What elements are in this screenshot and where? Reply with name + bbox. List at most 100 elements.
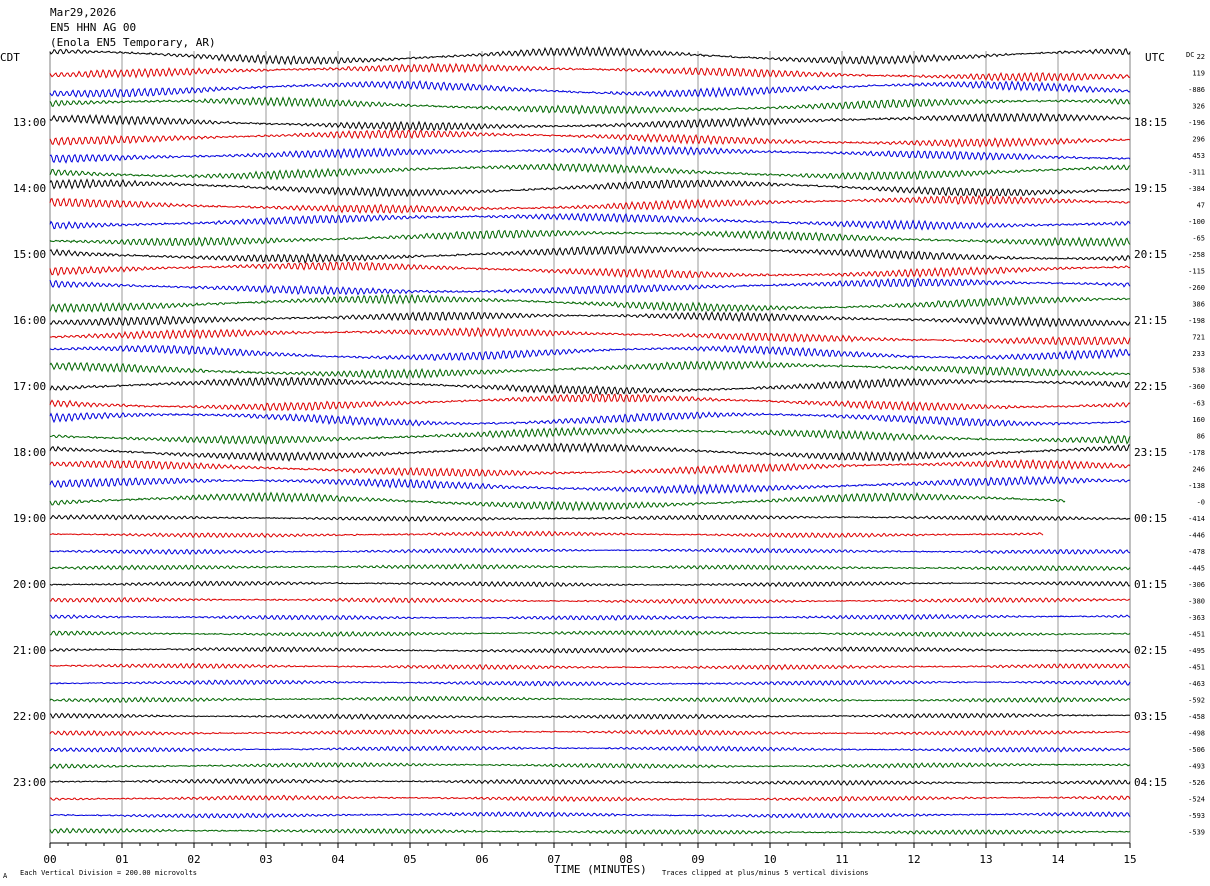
trace-row-33	[49, 597, 1131, 605]
x-tick-label: 01	[115, 853, 128, 866]
left-time-label: 22:00	[13, 710, 46, 723]
right-time-label: 01:15	[1134, 578, 1167, 591]
corner-mark: A	[3, 872, 8, 880]
trace-row-26	[49, 475, 1131, 495]
trace-row-27	[49, 491, 1066, 512]
dc-offset-label: -458	[1188, 713, 1205, 721]
dc-header-label: DC	[1186, 51, 1194, 59]
dc-offset-label: -524	[1188, 796, 1205, 804]
trace-row-30	[49, 547, 1131, 556]
left-time-label: 13:00	[13, 116, 46, 129]
trace-row-20	[49, 376, 1131, 396]
right-time-label: 03:15	[1134, 710, 1167, 723]
left-time-label: 19:00	[13, 512, 46, 525]
trace-row-43	[49, 761, 1131, 770]
right-time-label: 19:15	[1134, 182, 1167, 195]
dc-offset-label: -380	[1188, 598, 1205, 606]
trace-row-38	[49, 679, 1131, 687]
trace-row-15	[49, 293, 1131, 314]
dc-offset-label: -593	[1188, 812, 1205, 820]
dc-offset-label: -63	[1192, 400, 1205, 408]
trace-row-6	[49, 145, 1131, 164]
dc-offset-label: -445	[1188, 565, 1205, 573]
trace-row-31	[50, 563, 1131, 572]
dc-offset-label: -539	[1188, 829, 1205, 837]
dc-offset-label: 160	[1192, 416, 1205, 424]
trace-row-28	[49, 513, 1131, 523]
dc-offset-label: 453	[1192, 152, 1205, 160]
trace-row-23	[49, 426, 1131, 445]
header-date: Mar29,2026	[50, 6, 116, 19]
trace-row-36	[49, 646, 1131, 654]
trace-row-0	[49, 45, 1131, 66]
right-time-label: 00:15	[1134, 512, 1167, 525]
dc-offset-label: -138	[1188, 482, 1205, 490]
right-time-labels: 18:15 19:15 20:15 21:15 22:15 23:15 00:15 01:15…	[1134, 116, 1167, 789]
trace-row-9	[49, 194, 1131, 214]
dc-offset-label: -311	[1188, 169, 1205, 177]
left-time-label: 16:00	[13, 314, 46, 327]
trace-row-45	[49, 794, 1131, 802]
trace-row-41	[49, 729, 1131, 737]
left-time-labels: 13:00 14:00 15:00 16:00 17:00 18:00 19:00 20:00…	[13, 116, 46, 789]
dc-offset-label: 326	[1192, 103, 1205, 111]
right-zone-label: UTC	[1145, 51, 1165, 64]
dc-offset-label: 246	[1192, 466, 1205, 474]
x-axis-title: TIME (MINUTES)	[554, 863, 647, 876]
dc-offset-label: -526	[1188, 779, 1205, 787]
trace-row-22	[49, 411, 1130, 427]
trace-row-29	[49, 530, 1044, 539]
left-time-label: 17:00	[13, 380, 46, 393]
left-time-label: 18:00	[13, 446, 46, 459]
dc-offset-label: 119	[1192, 70, 1205, 78]
dc-offset-label: 22	[1197, 53, 1205, 61]
right-time-label: 02:15	[1134, 644, 1167, 657]
trace-row-35	[50, 629, 1131, 638]
left-zone-label: CDT	[0, 51, 20, 64]
x-tick-label: 02	[187, 853, 200, 866]
x-tick-label: 04	[331, 853, 345, 866]
trace-row-7	[49, 162, 1131, 181]
left-time-label: 14:00	[13, 182, 46, 195]
dc-offset-labels: 22 119 -886 326 -196 296 453 -311 -384 47 -100 -65 -…	[1188, 53, 1205, 837]
dc-offset-label: 538	[1192, 367, 1205, 375]
trace-row-16	[49, 310, 1131, 328]
x-tick-label: 00	[43, 853, 56, 866]
dc-offset-label: 47	[1197, 202, 1205, 210]
dc-offset-label: -493	[1188, 763, 1205, 771]
trace-row-13	[49, 261, 1131, 280]
x-tick-label: 07	[547, 853, 560, 866]
x-tick-label: 09	[691, 853, 704, 866]
dc-offset-label: -451	[1188, 631, 1205, 639]
dc-offset-label: 721	[1192, 334, 1205, 342]
dc-offset-label: -0	[1197, 499, 1205, 507]
trace-row-46	[49, 810, 1131, 819]
dc-offset-label: -198	[1188, 317, 1205, 325]
dc-offset-label: -886	[1188, 86, 1205, 94]
trace-row-2	[49, 79, 1131, 99]
dc-offset-label: -100	[1188, 218, 1205, 226]
dc-offset-label: 386	[1192, 301, 1205, 309]
x-tick-label: 13	[979, 853, 992, 866]
dc-offset-label: -178	[1188, 449, 1205, 457]
x-tick-label: 05	[403, 853, 416, 866]
scale-note: Each Vertical Division = 200.00 microvol…	[20, 869, 197, 877]
trace-row-39	[49, 695, 1131, 704]
trace-row-34	[49, 613, 1131, 621]
trace-row-21	[49, 393, 1131, 412]
dc-offset-label: -498	[1188, 730, 1205, 738]
right-time-label: 04:15	[1134, 776, 1167, 789]
trace-row-18	[49, 344, 1131, 361]
dc-offset-label: -115	[1188, 268, 1205, 276]
clip-note: Traces clipped at plus/minus 5 vertical …	[662, 869, 869, 877]
dc-offset-label: 296	[1192, 136, 1205, 144]
dc-offset-label: -463	[1188, 680, 1205, 688]
dc-offset-label: -478	[1188, 548, 1205, 556]
header-channel: EN5 HHN AG 00	[50, 21, 136, 34]
dc-offset-label: -258	[1188, 251, 1205, 259]
trace-row-24	[49, 442, 1131, 462]
right-time-label: 21:15	[1134, 314, 1167, 327]
right-time-label: 23:15	[1134, 446, 1167, 459]
dc-offset-label: -384	[1188, 185, 1205, 193]
trace-row-40	[49, 712, 1131, 720]
